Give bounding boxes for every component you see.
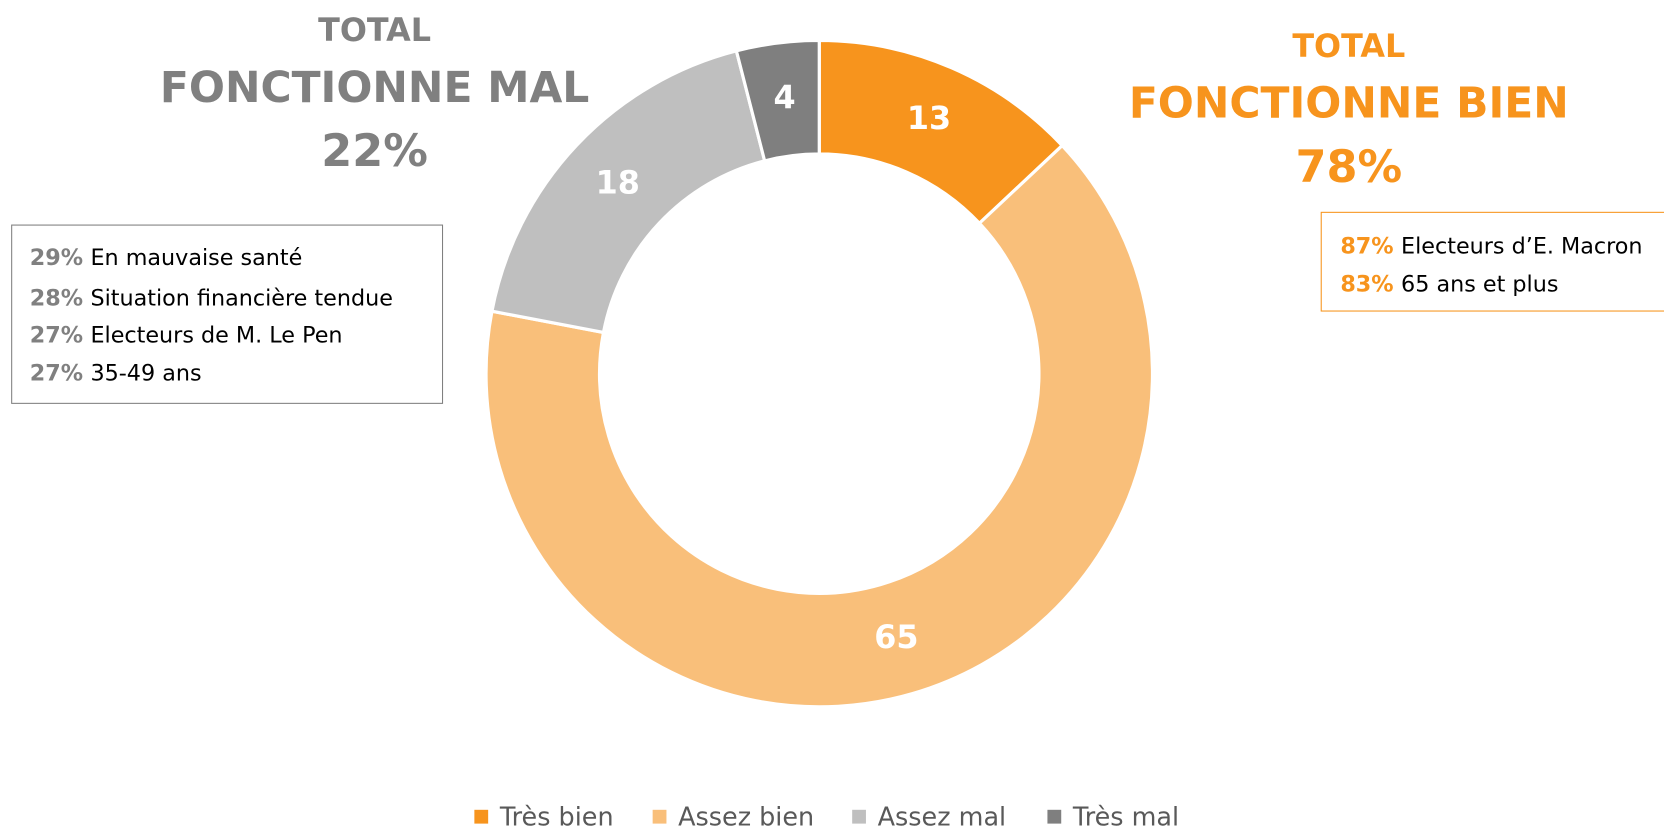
legend-swatch <box>652 809 667 824</box>
legend-swatch <box>1047 809 1062 824</box>
data-label: 18 <box>596 163 640 201</box>
item-label: En mauvaise santé <box>90 244 302 270</box>
donut-segment <box>734 38 821 163</box>
item-label: Electeurs de M. Le Pen <box>90 322 342 348</box>
annotation-title: 78% <box>1295 141 1402 193</box>
legend-swatch <box>474 809 489 824</box>
data-label: 65 <box>874 618 918 656</box>
donut-segment <box>484 143 1155 709</box>
annotation-title: TOTAL <box>1292 27 1405 65</box>
annotation-title: FONCTIONNE MAL <box>160 64 589 113</box>
item-pct: 87% <box>1340 233 1393 259</box>
annotation-box <box>11 224 444 404</box>
annotation-item: 27% Electeurs de M. Le Pen <box>30 322 343 348</box>
legend-label: Très mal <box>1072 802 1179 829</box>
legend-label: Assez mal <box>878 802 1007 829</box>
item-pct: 29% <box>30 244 83 270</box>
item-label: Situation financière tendue <box>90 285 392 311</box>
item-pct: 28% <box>30 285 83 311</box>
annotation-item: 28% Situation financière tendue <box>30 285 393 311</box>
item-label: 65 ans et plus <box>1401 271 1558 297</box>
item-label: Electeurs d’E. Macron <box>1401 233 1642 259</box>
annotation-item: 87% Electeurs d’E. Macron <box>1340 233 1642 259</box>
annotation-item: 27% 35-49 ans <box>30 360 202 386</box>
annotation-title: FONCTIONNE BIEN <box>1129 80 1569 129</box>
annotation-title: TOTAL <box>318 11 431 49</box>
data-label: 13 <box>907 99 951 137</box>
item-pct: 27% <box>30 360 83 386</box>
annotation-title: 22% <box>321 125 428 177</box>
annotation-item: 29% En mauvaise santé <box>30 244 303 270</box>
annotation-item: 83% 65 ans et plus <box>1340 271 1558 297</box>
item-label: 35-49 ans <box>90 360 201 386</box>
item-pct: 27% <box>30 322 83 348</box>
legend-label: Très bien <box>499 802 614 829</box>
legend-label: Assez bien <box>678 802 814 829</box>
annotation-box <box>1320 211 1664 312</box>
item-pct: 83% <box>1340 271 1393 297</box>
legend-swatch <box>852 809 866 824</box>
data-label: 4 <box>774 78 796 116</box>
